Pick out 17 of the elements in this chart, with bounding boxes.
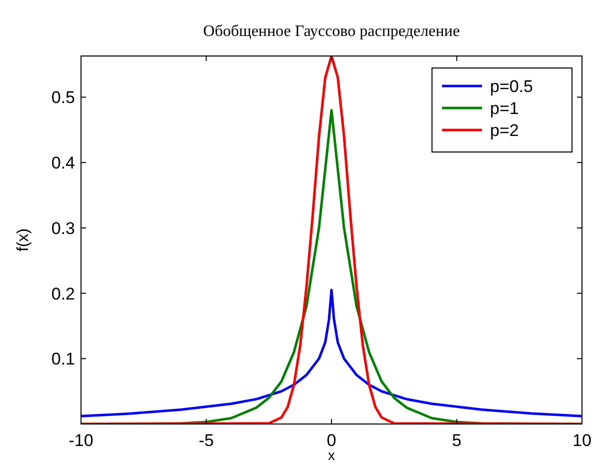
y-axis-title: f(x) <box>15 228 32 252</box>
line-series <box>81 288 582 418</box>
x-tick-label: 0 <box>326 431 336 450</box>
y-tick-label: 0.2 <box>51 284 75 304</box>
y-tick-label: 0.5 <box>51 88 75 108</box>
y-tick-label: 0.4 <box>51 154 75 173</box>
legend-label: p=1 <box>490 99 519 118</box>
x-tick-label: -5 <box>198 431 214 450</box>
x-axis-title: x <box>328 447 335 463</box>
x-tick-label: 10 <box>572 431 592 450</box>
x-tick-label: -10 <box>68 431 94 450</box>
legend-label: p=2 <box>490 121 519 140</box>
y-tick-label: 0.1 <box>51 350 75 369</box>
y-tick-label: 0.3 <box>51 218 75 238</box>
x-tick-label: 5 <box>452 431 462 450</box>
legend-label: p=0.5 <box>490 77 534 96</box>
chart-title: Обобщенное Гауссово распределение <box>203 23 460 40</box>
